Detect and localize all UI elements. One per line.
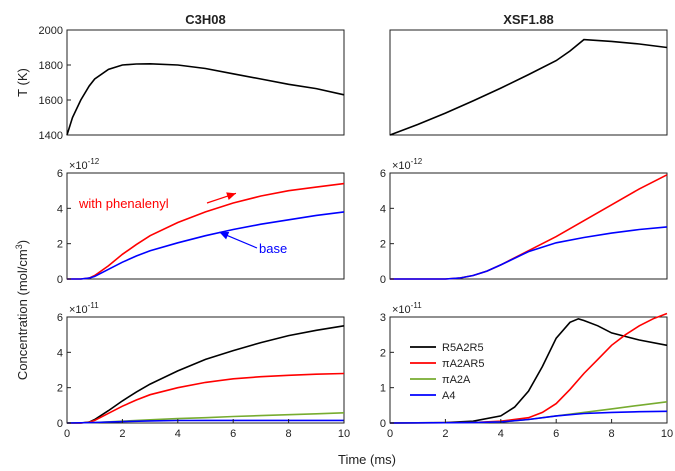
y-tick-label: 6 [57,168,63,180]
y-tick-label: 1 [380,383,386,395]
y-tick-label: 6 [380,168,386,180]
shared-x-axis-label: Time (ms) [338,452,396,467]
series-line-2 [67,211,345,280]
x-tick-label: 2 [442,428,448,440]
x-tick-label: 0 [387,428,393,440]
axes-frame [389,316,668,424]
annotation-arrow-head [226,192,236,200]
series-line-r5a2r5 [389,317,668,424]
axis-exponent: ×10-12 [69,157,100,172]
legend-label: R5A2R5 [442,342,484,354]
legend: R5A2R5 πA2AR5 πA2A A4 [406,337,506,407]
axes-frame [66,316,345,424]
series-line-2 [390,226,668,280]
y-tick-label: 6 [57,312,63,324]
annotation-label: with phenalenyl [78,196,169,211]
legend-label: πA2AR5 [442,358,484,370]
y-tick-label: 2 [57,383,63,395]
y-tick-label: 4 [57,347,63,359]
y-tick-label: 2 [57,239,63,251]
y-tick-label: 0 [57,418,63,430]
series-line-4 [66,419,344,424]
legend-label: πA2A [442,374,471,386]
x-tick-label: 4 [498,428,504,440]
chart-panel-4: 0 2 4 6 ×10-12 [380,157,668,286]
panel-title: C3H08 [185,12,225,27]
x-tick-label: 4 [175,428,181,440]
legend-label: A4 [442,390,455,402]
x-tick-label: 10 [661,428,673,440]
chart-panel-1: 1400 1600 1800 2000 C3H08 T (K) [15,12,345,142]
x-tick-label: 6 [230,428,236,440]
x-tick-label: 8 [609,428,615,440]
y-tick-label: 0 [57,274,63,286]
chart-panel-3: 0 2 4 6 ×10-12 with phenalenyl base [57,157,345,286]
chart-panel-5: 0 2 4 6 0 2 4 6 8 10 ×10-11 [57,301,350,440]
series-line-1 [389,38,668,136]
shared-y-axis-label: Concentration (mol/cm3) [14,240,30,380]
axes-frame [389,29,668,136]
series-line-a2ar5 [389,312,668,424]
y-tick-label: 0 [380,274,386,286]
chart-panel-2: XSF1.88 [389,12,668,136]
x-tick-label: 6 [553,428,559,440]
axis-exponent: ×10-12 [392,157,423,172]
x-tick-label: 10 [338,428,350,440]
axes-frame [66,29,345,136]
y-tick-label: 1400 [39,130,63,142]
y-tick-label: 2 [380,239,386,251]
x-tick-label: 2 [119,428,125,440]
panel-title: XSF1.88 [503,12,554,27]
axis-exponent: ×10-11 [69,301,99,316]
y-tick-label: 3 [380,312,386,324]
y-tick-label: 2000 [39,25,63,37]
series-line-1 [66,62,345,136]
y-axis-label: T (K) [15,68,30,97]
y-tick-label: 4 [380,203,386,215]
series-line-1 [390,174,668,280]
y-tick-label: 1800 [39,60,63,72]
y-tick-label: 4 [57,203,63,215]
x-tick-label: 0 [64,428,70,440]
x-tick-label: 8 [286,428,292,440]
annotation-label: base [259,241,287,256]
annotation-arrow-head [219,231,230,240]
axes-frame [389,172,668,280]
series-line-2 [67,372,345,424]
series-line-a4 [389,410,668,424]
y-tick-label: 2 [380,347,386,359]
axis-exponent: ×10-11 [392,301,422,316]
axes-frame [66,172,345,280]
chart-panel-6: 0 1 2 3 0 2 4 6 8 10 ×10-11 R5A2R5 πA2AR5 πA2A A4 [380,301,673,440]
y-tick-label: 1600 [39,95,63,107]
y-tick-label: 0 [380,418,386,430]
